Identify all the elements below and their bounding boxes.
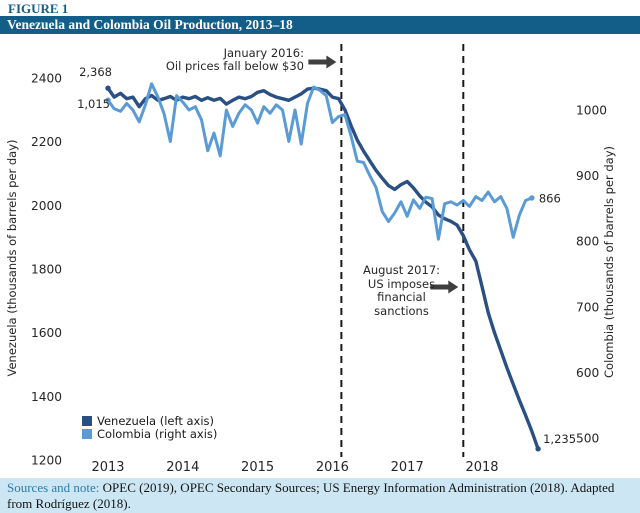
colombia-endpoint-dot bbox=[105, 97, 111, 103]
x-axis-year-label: 2017 bbox=[391, 460, 424, 475]
venezuela-start-value-label: 2,368 bbox=[79, 65, 112, 79]
chart-area: Venezuela (thousands of barrels per day)… bbox=[5, 44, 616, 476]
sources-note: Sources and note: OPEC (2019), OPEC Seco… bbox=[0, 478, 640, 513]
colombia-endpoint-dot bbox=[529, 195, 535, 201]
venezuela-line bbox=[106, 86, 540, 451]
x-axis-year-label: 2016 bbox=[316, 460, 349, 475]
legend-label: Venezuela (left axis) bbox=[97, 413, 215, 428]
legend-item: Venezuela (left axis) bbox=[82, 414, 217, 428]
x-axis-year-label: 2015 bbox=[241, 460, 274, 475]
left-axis-tick: 1600 bbox=[31, 326, 62, 340]
x-axis-year-label: 2013 bbox=[91, 460, 124, 475]
annotation-august-2017: August 2017: US imposes financial sanctions bbox=[351, 263, 452, 318]
legend-color-swatch-icon bbox=[82, 415, 92, 426]
axis-tick-labels: 2400 2200 2000 1800 1600 1400 1200 1000 900 800 70… bbox=[31, 72, 607, 476]
sources-note-text: OPEC (2019), OPEC Secondary Sources; US … bbox=[7, 480, 615, 511]
x-axis-year-label: 2018 bbox=[465, 460, 498, 475]
colombia-start-value-label: 1,015 bbox=[77, 97, 110, 111]
annotation-line: January 2016: bbox=[223, 46, 304, 60]
venezuela-end-value-label: 1,235 bbox=[543, 432, 576, 446]
chart-legend: Venezuela (left axis) Colombia (right axi… bbox=[82, 414, 217, 441]
sources-note-prefix: Sources and note: bbox=[7, 480, 100, 495]
right-axis-tick: 600 bbox=[576, 366, 599, 380]
right-axis-tick: 700 bbox=[576, 300, 599, 314]
annotation-line: US imposes bbox=[367, 276, 436, 291]
figure-number-label: FIGURE 1 bbox=[8, 1, 69, 16]
legend-color-swatch-icon bbox=[82, 429, 92, 440]
annotation-line: August 2017: bbox=[362, 263, 441, 277]
annotation-line: sanctions bbox=[374, 303, 429, 318]
left-axis-tick: 2200 bbox=[31, 135, 62, 149]
right-axis-tick: 800 bbox=[576, 235, 599, 249]
annotation-line: financial bbox=[377, 290, 426, 304]
right-axis-tick: 900 bbox=[576, 169, 599, 183]
data-series bbox=[105, 82, 541, 452]
chart-title-bar: Venezuela and Colombia Oil Production, 2… bbox=[0, 16, 640, 34]
event-arrow-icon bbox=[308, 55, 337, 69]
left-axis-tick: 2400 bbox=[31, 72, 62, 86]
annotation-line: Oil prices fall below $30 bbox=[165, 59, 304, 73]
colombia-line bbox=[106, 82, 534, 241]
event-markers bbox=[308, 44, 465, 457]
chart-title: Venezuela and Colombia Oil Production, 2… bbox=[7, 17, 293, 32]
oil-production-line-chart: Venezuela (thousands of barrels per day)… bbox=[5, 44, 616, 476]
venezuela-endpoint-dot bbox=[105, 85, 111, 91]
data-point-labels: 2,368 1,235 1,015 866 bbox=[77, 65, 576, 446]
event-arrow-icon bbox=[430, 280, 459, 294]
left-axis-tick: 1400 bbox=[31, 390, 62, 404]
left-axis-tick: 1200 bbox=[31, 454, 62, 468]
x-axis-year-label: 2014 bbox=[166, 460, 199, 475]
left-axis-tick: 1800 bbox=[31, 263, 62, 277]
legend-label: Colombia (right axis) bbox=[97, 427, 218, 442]
right-axis-tick: 500 bbox=[576, 432, 599, 446]
left-axis-tick: 2000 bbox=[31, 199, 62, 213]
right-axis-title: Colombia (thousands of barrels per day) bbox=[602, 146, 616, 378]
right-axis-tick: 1000 bbox=[576, 104, 607, 118]
colombia-end-value-label: 866 bbox=[539, 191, 561, 205]
left-axis-title: Venezuela (thousands of barrels per day) bbox=[5, 140, 19, 377]
legend-item: Colombia (right axis) bbox=[82, 427, 218, 442]
annotation-january-2016: January 2016: Oil prices fall below $30 bbox=[119, 47, 304, 73]
venezuela-endpoint-dot bbox=[535, 446, 541, 452]
